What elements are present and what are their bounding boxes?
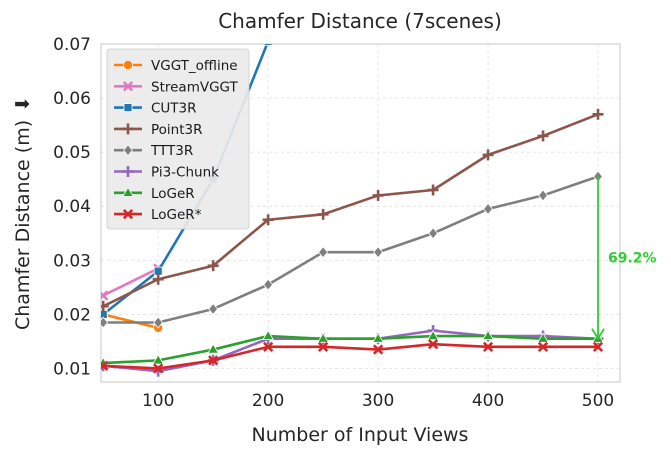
series-line-vggt-offline: [101, 313, 160, 330]
legend-item-point3r: Point3R: [114, 122, 203, 138]
legend-item-loger: LoGeR: [114, 186, 195, 202]
y-tick-label: 0.02: [53, 305, 91, 325]
arrow-head-icon: [591, 328, 605, 341]
legend-marker-icon: [122, 186, 134, 197]
legend-marker-icon: [122, 166, 134, 177]
data-point-loger: [427, 329, 439, 341]
data-point-point3r: [152, 273, 164, 285]
legend-marker-icon: [122, 123, 134, 135]
legend-marker-icon: [122, 81, 134, 92]
legend-label: Pi3-Chunk: [151, 165, 219, 181]
data-point-loger: [372, 332, 384, 343]
data-point-loger: [262, 329, 275, 341]
series-loger: [101, 339, 604, 374]
legend-label: LoGeR*: [151, 207, 202, 223]
legend-label: StreamVGGT: [151, 79, 239, 95]
data-point-point3r: [537, 130, 549, 142]
data-point-loger: [482, 329, 494, 341]
legend-item-ttt3r: TTT3R: [114, 143, 193, 159]
data-point-ttt3r: [263, 278, 274, 291]
data-point-cut3r: [263, 44, 273, 46]
data-point-point3r: [317, 208, 329, 220]
y-axis-label-text: Chamfer Distance (m): [12, 120, 34, 330]
data-point-ttt3r: [208, 302, 219, 316]
legend-marker-icon: [123, 103, 133, 112]
data-point-loger: [263, 341, 274, 352]
improvement-label: 69.2%: [608, 251, 657, 267]
data-point-point3r: [262, 214, 274, 226]
legend-label: VGGT_offline: [151, 58, 238, 74]
data-point-loger: [152, 354, 165, 365]
data-point-ttt3r: [428, 227, 438, 240]
data-point-loger: [317, 341, 329, 352]
tick-labels: 100 200 300 400 500 0.01 0.02 0.03 0.04 0.05 0.06 0…: [53, 35, 614, 411]
series-line-ttt3r: [101, 175, 600, 324]
data-point-loger: [482, 341, 494, 352]
series-ttt3r: [101, 170, 603, 329]
plot-frame: [100, 43, 621, 383]
data-point-ttt3r: [538, 189, 548, 202]
data-point-loger: [153, 363, 164, 374]
series-line-point3r: [101, 113, 600, 308]
legend-label: TTT3R: [150, 143, 193, 159]
data-point-point3r: [101, 300, 109, 312]
y-tick-label: 0.07: [53, 35, 91, 55]
legend: VGGT_offline StreamVGGT CUT3R Point3R TTT3R P…: [106, 48, 250, 230]
legend-item-loger: LoGeR*: [114, 207, 202, 223]
legend-item-streamvggt: StreamVGGT: [114, 79, 239, 95]
data-point-ttt3r: [153, 316, 164, 329]
series-line-loger: [101, 342, 600, 370]
data-point-loger: [537, 332, 549, 343]
chart-title: Chamfer Distance (7scenes): [218, 9, 502, 33]
data-point-ttt3r: [373, 246, 384, 259]
data-point-ttt3r: [483, 202, 493, 215]
annotation-layer: 69.2%: [591, 176, 657, 341]
legend-marker-icon: [122, 208, 134, 220]
legend-label: CUT3R: [151, 101, 197, 117]
data-point-ttt3r: [101, 316, 109, 329]
legend-marker-icon: [123, 144, 133, 157]
data-point-point3r: [372, 189, 384, 201]
data-point-point3r: [482, 149, 494, 161]
legend-label: LoGeR: [151, 186, 195, 202]
data-point-streamvggt: [101, 290, 109, 301]
series-line-loger: [101, 334, 600, 365]
data-point-loger: [427, 339, 439, 350]
data-point-loger: [207, 343, 220, 354]
series-line-streamvggt: [101, 267, 160, 297]
x-tick-label: 100: [142, 391, 174, 411]
data-point-loger: [317, 332, 330, 343]
y-tick-label: 0.04: [53, 197, 91, 217]
legend-marker-icon: [123, 60, 134, 71]
data-point-ttt3r: [318, 246, 329, 259]
legend-item-vggt-offline: VGGT_offline: [114, 58, 238, 74]
x-tick-label: 400: [472, 391, 504, 411]
y-tick-label: 0.06: [53, 89, 91, 109]
y-axis-label: Chamfer Distance (m) ⬇: [12, 96, 34, 330]
y-axis-arrow-icon: ⬇: [12, 96, 34, 112]
data-point-point3r: [427, 184, 439, 196]
x-tick-label: 300: [362, 391, 394, 411]
y-tick-label: 0.01: [53, 359, 91, 379]
data-point-loger: [208, 355, 219, 366]
data-point-loger: [101, 360, 109, 371]
improvement-arrow: [591, 176, 605, 341]
series-point3r: [101, 108, 604, 312]
x-tick-label: 200: [252, 391, 284, 411]
data-point-loger: [592, 341, 604, 352]
legend-item-cut3r: CUT3R: [114, 101, 197, 117]
legend-box: [106, 48, 250, 230]
data-point-point3r: [207, 260, 219, 272]
legend-label: Point3R: [151, 122, 203, 138]
data-point-loger: [372, 344, 384, 355]
x-tick-label: 500: [582, 391, 614, 411]
x-axis-label: Number of Input Views: [252, 424, 469, 446]
y-tick-label: 0.03: [53, 251, 91, 271]
data-point-point3r: [592, 108, 604, 120]
data-point-loger: [537, 341, 549, 352]
legend-item-pi3-chunk: Pi3-Chunk: [114, 165, 219, 181]
y-tick-label: 0.05: [53, 143, 91, 163]
